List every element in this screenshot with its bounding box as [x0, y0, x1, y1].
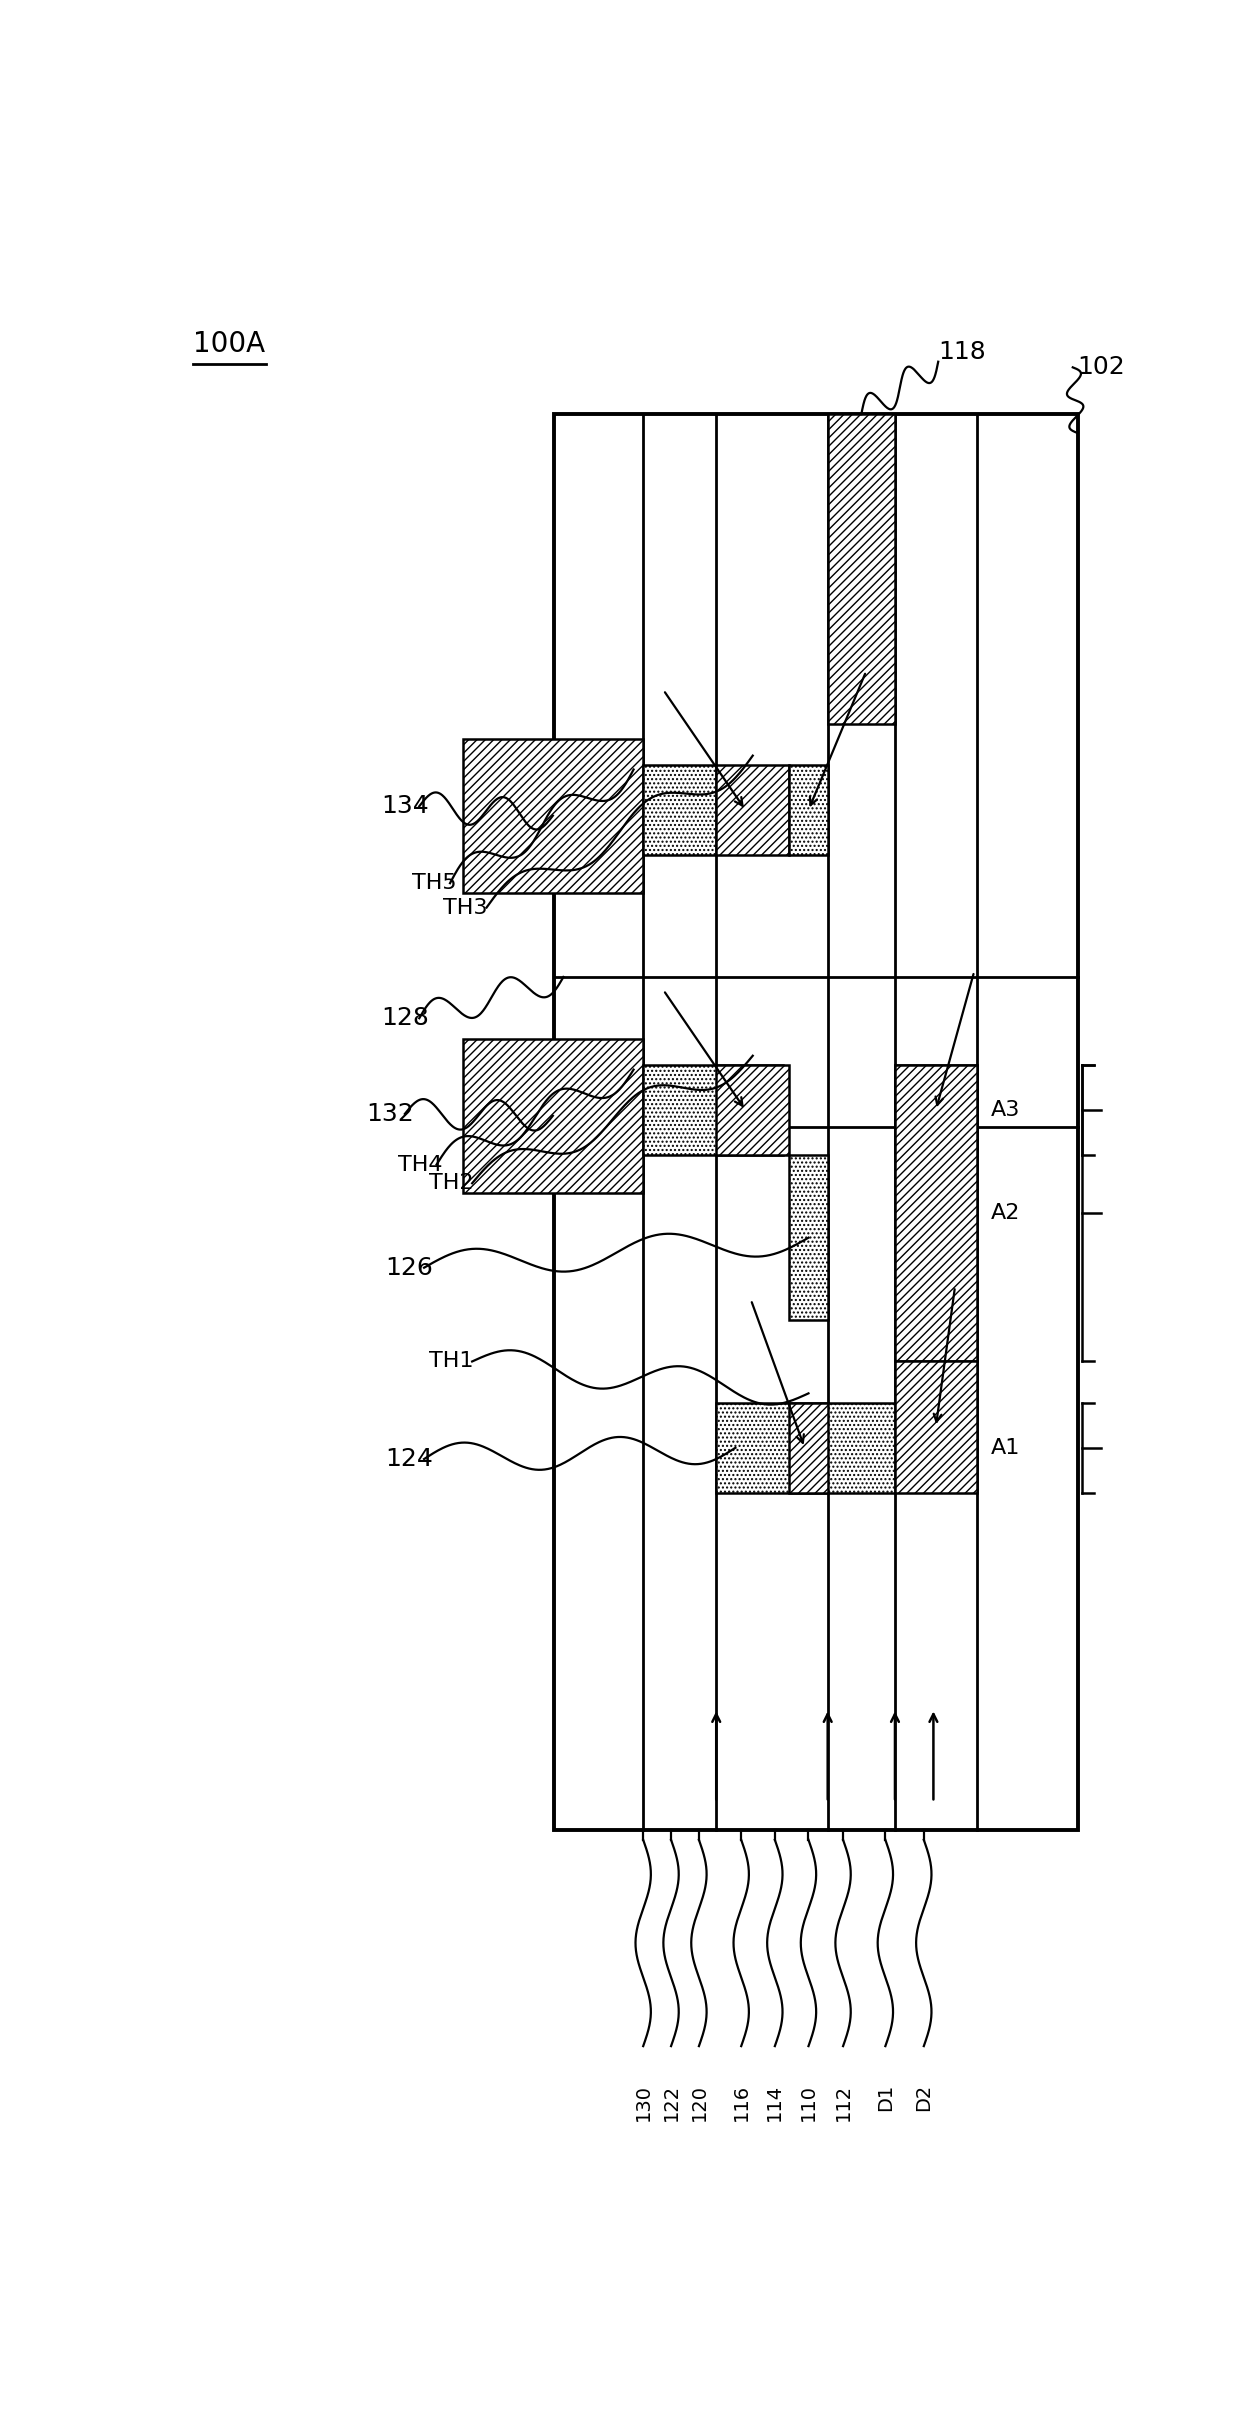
Text: 126: 126 [386, 1255, 434, 1279]
Text: D1: D1 [875, 2083, 895, 2112]
Text: 118: 118 [939, 341, 986, 365]
Bar [717, 765, 789, 855]
Text: 124: 124 [386, 1447, 434, 1471]
Bar [895, 1065, 977, 1362]
Text: 122: 122 [662, 2083, 681, 2122]
Bar [789, 1155, 828, 1320]
Text: 128: 128 [381, 1006, 429, 1030]
Text: TH5: TH5 [412, 872, 456, 894]
Text: TH3: TH3 [444, 896, 487, 918]
Text: TH4: TH4 [398, 1155, 443, 1174]
Text: 100A: 100A [193, 329, 265, 358]
Bar [895, 1065, 977, 1155]
Bar [644, 765, 717, 855]
Text: A2: A2 [991, 1203, 1021, 1223]
Text: 112: 112 [833, 2083, 853, 2122]
Bar [789, 765, 828, 855]
Text: 116: 116 [732, 2083, 750, 2122]
Bar [828, 414, 895, 723]
Text: 132: 132 [367, 1101, 414, 1125]
Bar [644, 1065, 784, 1155]
Text: 134: 134 [381, 794, 429, 818]
Text: TH2: TH2 [429, 1174, 474, 1194]
Text: 110: 110 [799, 2083, 818, 2122]
Text: TH1: TH1 [429, 1352, 474, 1371]
Text: D2: D2 [914, 2083, 934, 2112]
Bar [463, 738, 644, 892]
Text: A1: A1 [991, 1437, 1021, 1457]
Text: 114: 114 [765, 2083, 785, 2122]
Text: 130: 130 [634, 2083, 652, 2122]
Text: A3: A3 [991, 1101, 1021, 1121]
Bar [717, 1403, 895, 1493]
Text: 102: 102 [1078, 356, 1126, 380]
Bar [789, 1403, 828, 1493]
Text: 120: 120 [689, 2083, 708, 2122]
Bar [554, 414, 1078, 1829]
Bar [717, 1065, 789, 1155]
Bar [895, 1362, 977, 1493]
Bar [463, 1038, 644, 1194]
